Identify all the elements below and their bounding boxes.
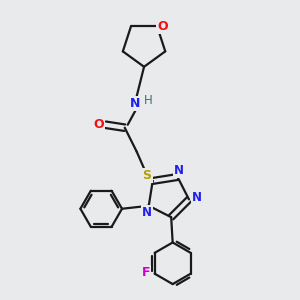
Text: N: N (192, 191, 202, 204)
Text: N: N (142, 206, 152, 219)
Text: F: F (142, 266, 150, 279)
Text: H: H (144, 94, 153, 107)
Text: N: N (130, 98, 140, 110)
Text: O: O (94, 118, 104, 131)
Text: N: N (174, 164, 184, 177)
Text: O: O (157, 20, 168, 33)
Text: S: S (142, 169, 152, 182)
